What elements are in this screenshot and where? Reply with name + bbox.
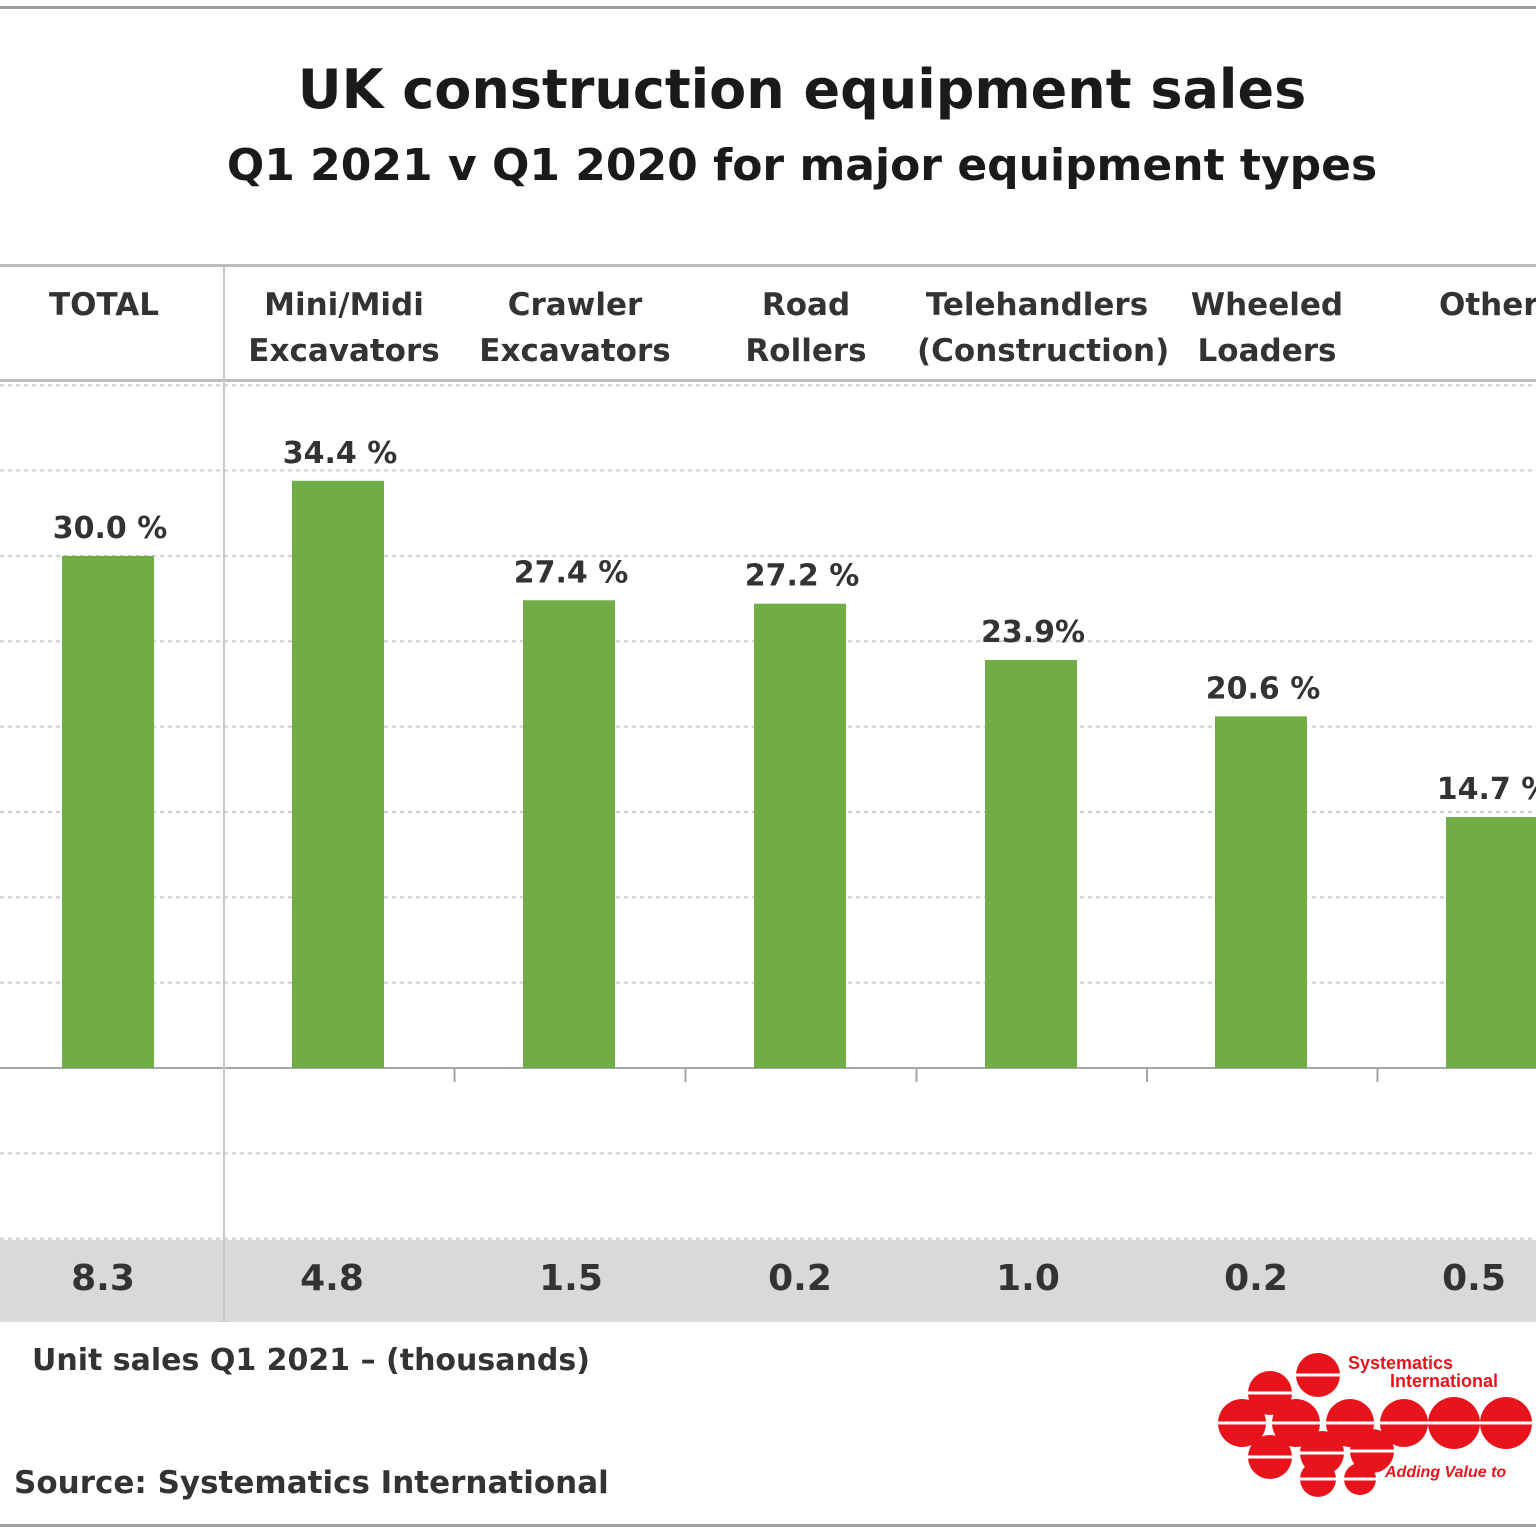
chart-subtitle: Q1 2021 v Q1 2020 for major equipment ty… — [226, 140, 1378, 191]
header-bottom-rule — [0, 379, 1536, 382]
data-label: 14.7 % — [1437, 772, 1536, 807]
data-label: 20.6 % — [1206, 671, 1321, 706]
bar — [985, 660, 1077, 1068]
bar — [1446, 817, 1536, 1068]
bar — [1215, 716, 1307, 1068]
category-label-line: TOTAL — [49, 287, 159, 323]
unit-sales-value: 8.3 — [71, 1258, 135, 1299]
category-label-line: Crawler — [507, 287, 643, 323]
bar — [62, 555, 154, 1068]
data-label: 27.4 % — [514, 555, 629, 590]
bar-chart: 30.0 % 34.4 % 27.4 % 27.2 % 23.9% 20.6 % 14.7 … — [0, 384, 1536, 1240]
category-label-line: Wheeled — [1190, 287, 1344, 323]
bar — [754, 603, 846, 1068]
category-label-line: (Construction) — [917, 333, 1170, 369]
logo-dot-pattern — [1218, 1353, 1532, 1497]
category-label-line: Road — [761, 287, 851, 323]
unit-sales-value: 4.8 — [300, 1258, 364, 1299]
logo-name-line2: International — [1390, 1371, 1498, 1391]
header-top-rule — [0, 264, 1536, 267]
systematics-logo: Systematics International Adding Value t… — [1218, 1353, 1532, 1497]
category-label: Others — [1378, 282, 1536, 328]
source-note: Source: Systematics International — [14, 1465, 609, 1501]
unit-sales-caption: Unit sales Q1 2021 – (thousands) — [32, 1343, 590, 1378]
data-label: 34.4 % — [283, 436, 398, 471]
unit-sales-value: 1.0 — [996, 1258, 1060, 1299]
bar — [292, 480, 384, 1068]
data-label: 27.2 % — [745, 559, 860, 594]
unit-sales-value: 0.2 — [768, 1258, 832, 1299]
category-label: TOTAL — [0, 282, 224, 328]
category-label-line: Excavators — [479, 333, 671, 369]
data-label: 23.9% — [981, 615, 1085, 650]
logo-tagline: Adding Value to — [1384, 1464, 1506, 1481]
total-column-divider — [223, 267, 225, 1322]
category-label-line: Rollers — [745, 333, 867, 369]
category-label-line: Others — [1438, 287, 1536, 323]
unit-sales-value: 0.5 — [1442, 1258, 1506, 1299]
category-label-line: Telehandlers — [925, 287, 1149, 323]
category-label-line: Loaders — [1197, 333, 1337, 369]
chart-title: UK construction equipment sales — [297, 58, 1307, 121]
category-label: Telehandlers (Construction) — [917, 282, 1170, 374]
frame-bottom-border — [0, 1524, 1536, 1527]
category-label: Road Rollers — [686, 282, 926, 374]
category-label: Mini/Midi Excavators — [224, 282, 464, 374]
logo-name-line1: Systematics — [1348, 1353, 1453, 1373]
category-label-line: Excavators — [248, 333, 440, 369]
frame-top-border — [0, 6, 1536, 9]
unit-sales-value: 0.2 — [1224, 1258, 1288, 1299]
category-label-line: Mini/Midi — [264, 287, 424, 323]
category-label: Crawler Excavators — [455, 282, 695, 374]
bar — [523, 600, 615, 1068]
category-label: Wheeled Loaders — [1147, 282, 1387, 374]
unit-sales-value: 1.5 — [539, 1258, 603, 1299]
data-label: 30.0 % — [53, 511, 168, 546]
unit-sales-band — [0, 1240, 1536, 1322]
